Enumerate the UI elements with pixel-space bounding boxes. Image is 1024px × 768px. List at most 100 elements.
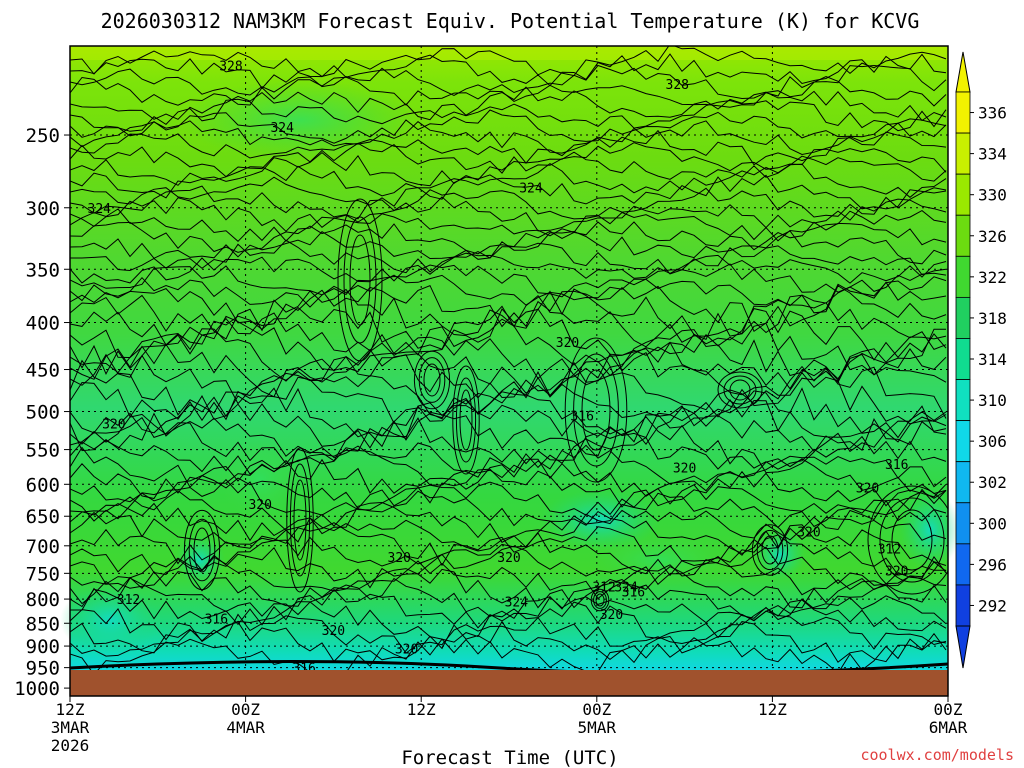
x-tick-label: 00Z — [934, 700, 963, 719]
colorbar-label: 322 — [978, 268, 1007, 287]
contour-loop — [337, 198, 383, 362]
contour-label: 320 — [395, 642, 418, 657]
field-anomaly — [755, 530, 805, 580]
contour-label: 324 — [505, 596, 529, 611]
y-tick-label: 1000 — [14, 678, 60, 700]
contour-label: 316 — [205, 613, 228, 628]
x-tick-label: 2026 — [51, 736, 90, 755]
contour-line — [70, 468, 947, 510]
contour-line — [70, 478, 947, 522]
contour-line — [70, 435, 947, 478]
contour-loop — [723, 375, 757, 405]
colorbar-swatch — [955, 461, 971, 504]
contour-loop — [756, 529, 784, 571]
contour-line — [70, 281, 947, 333]
colorbar-swatch — [955, 255, 971, 298]
contour-label: 324 — [88, 202, 112, 217]
y-tick-label: 250 — [26, 125, 60, 147]
contour-loop — [418, 357, 446, 403]
contour-loop — [593, 591, 607, 609]
contour-loop — [879, 497, 945, 583]
x-tick-label: 3MAR — [51, 718, 90, 737]
field-anomaly — [60, 585, 160, 655]
colorbar-swatch — [955, 132, 971, 175]
contour-line — [70, 522, 947, 567]
contour-loop — [590, 588, 610, 612]
y-tick-label: 900 — [26, 636, 60, 658]
y-tick-label: 550 — [26, 440, 60, 462]
colorbar-label: 330 — [978, 186, 1007, 205]
plot-frame — [69, 45, 949, 697]
contour-line — [70, 587, 947, 629]
field-upper-band — [70, 46, 948, 60]
colorbar-label: 292 — [978, 596, 1007, 615]
colorbar-swatch — [955, 379, 971, 422]
y-tick-label: 750 — [26, 563, 60, 585]
y-tick-label: 450 — [26, 360, 60, 382]
contour-line — [70, 109, 947, 144]
colorbar-label: 306 — [978, 432, 1007, 451]
contour-loop — [349, 234, 371, 326]
contour-label: 320 — [673, 461, 696, 476]
x-tick-label: 12Z — [56, 700, 85, 719]
contour-line — [70, 46, 947, 77]
contour-label: 316 — [885, 458, 908, 473]
contour-line — [70, 352, 947, 405]
y-tick-label: 300 — [26, 198, 60, 220]
contour-line — [70, 387, 947, 443]
contour-label: 320 — [600, 608, 623, 623]
contour-label: 312 — [117, 593, 140, 608]
colorbar: 336 334 330 326 322 318 314 310 306 302 300 296 292 — [955, 51, 1007, 669]
contour-line — [70, 545, 947, 589]
y-tick-label: 500 — [26, 402, 60, 424]
colorbar-label: 296 — [978, 555, 1007, 574]
contour-loop — [891, 509, 933, 571]
contour-line — [70, 394, 947, 452]
contour-loop — [286, 447, 314, 593]
contour-loop — [343, 216, 377, 344]
contour-label: 320 — [885, 565, 908, 580]
contour-loop — [193, 527, 211, 573]
y-tick-label: 400 — [26, 313, 60, 335]
contour-label: 320 — [248, 498, 271, 513]
contour-line — [70, 566, 947, 609]
colorbar-label: 314 — [978, 350, 1007, 369]
contour-label: 324 — [270, 121, 294, 136]
contour-line — [70, 488, 947, 531]
contour-line — [70, 510, 947, 554]
colorbar-swatch — [955, 296, 971, 339]
colorbar-arrow-top — [955, 51, 971, 93]
contour-line — [70, 359, 947, 419]
colorbar-label: 318 — [978, 309, 1007, 328]
colorbar-label: 326 — [978, 227, 1007, 246]
credit-text: coolwx.com/models — [860, 746, 1014, 764]
colorbar-swatch — [955, 91, 971, 134]
y-tick-label: 600 — [26, 474, 60, 496]
contour-label: 328 — [219, 59, 242, 74]
x-tick-label: 6MAR — [929, 718, 968, 737]
contour-line — [70, 162, 947, 199]
contour-label: 312 — [878, 543, 901, 558]
contour-loop — [293, 479, 307, 561]
contour-loop — [455, 377, 477, 463]
contour-line — [70, 120, 947, 156]
contour-surface — [70, 660, 948, 670]
contour-lines — [70, 46, 948, 670]
contour-line — [70, 371, 947, 427]
colorbar-swatch — [955, 584, 971, 627]
contour-line — [70, 174, 947, 210]
contour-line — [70, 252, 947, 284]
contour-line — [70, 458, 947, 500]
x-tick-label: 5MAR — [578, 718, 617, 737]
contour-line — [70, 86, 947, 122]
contour-line — [70, 620, 947, 664]
x-tick-label: 00Z — [231, 700, 260, 719]
contour-loop — [423, 363, 441, 397]
field-anomaly — [220, 440, 300, 520]
contour-label: 324 — [614, 580, 638, 595]
contour-label: 316 — [570, 410, 593, 425]
x-tick-label: 12Z — [407, 700, 436, 719]
colorbar-arrow-bottom — [955, 625, 971, 669]
contour-loop — [183, 509, 221, 591]
